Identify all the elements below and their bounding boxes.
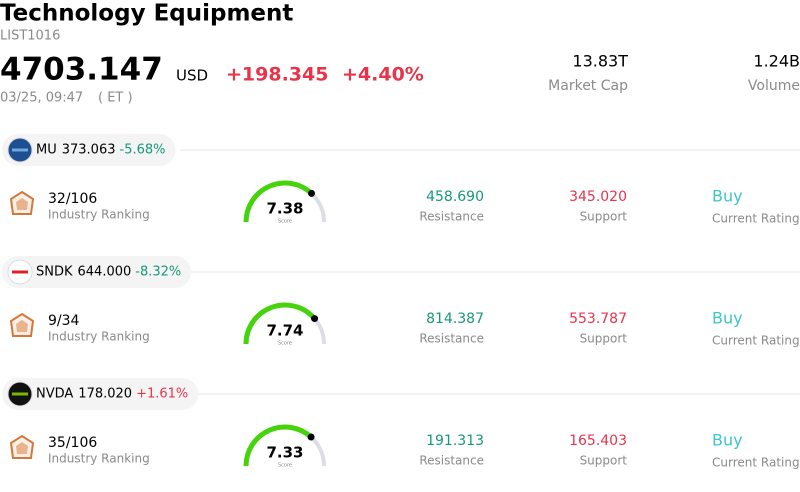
support: 345.020 (569, 189, 627, 205)
gauge-fill (243, 302, 317, 345)
rating-label: Current Rating (712, 334, 800, 348)
score: 7.74 (266, 322, 303, 340)
resistance: 191.313 (426, 433, 484, 449)
volume: 1.24B (753, 52, 800, 71)
timezone: ( ET ) (98, 91, 133, 106)
stock-pill (2, 134, 176, 166)
ranking-icon-inner (16, 442, 28, 454)
ranking-label: Industry Ranking (48, 208, 150, 222)
rating-label: Current Rating (712, 212, 800, 226)
stock-price: 178.020 (78, 387, 132, 402)
score: 7.38 (266, 200, 303, 218)
ranking: 9/34 (48, 313, 80, 329)
stock-change: +1.61% (136, 387, 188, 402)
stock-price: 373.063 (62, 143, 116, 158)
ticker: NVDA (36, 387, 73, 402)
support-label: Support (580, 332, 628, 346)
resistance-label: Resistance (419, 454, 484, 468)
score-label: Score (278, 341, 292, 347)
stock-change: -8.32% (135, 265, 181, 280)
ranking-icon-inner (16, 320, 28, 332)
gauge-fill (243, 180, 314, 223)
ticker: MU (36, 143, 57, 158)
resistance-label: Resistance (419, 210, 484, 224)
resistance: 458.690 (426, 189, 484, 205)
support: 553.787 (569, 311, 627, 327)
score-label: Score (278, 219, 292, 225)
code: LIST1016 (0, 29, 60, 44)
ranking-icon-inner (16, 198, 28, 210)
change: +198.345 (226, 64, 328, 86)
resistance: 814.387 (426, 311, 484, 327)
ranking-label: Industry Ranking (48, 452, 150, 466)
rating: Buy (712, 187, 743, 206)
gauge-fill (243, 424, 313, 467)
ranking-label: Industry Ranking (48, 330, 150, 344)
price: 4703.147 (0, 52, 163, 88)
ranking: 35/106 (48, 435, 97, 451)
stock-price: 644.000 (78, 265, 132, 280)
gauge-dot (311, 315, 319, 323)
title: Technology Equipment (0, 1, 293, 27)
rating: Buy (712, 431, 743, 450)
logo-mark (12, 270, 28, 274)
support-label: Support (580, 210, 628, 224)
stock-change: -5.68% (120, 143, 166, 158)
market-cap: 13.83T (572, 52, 628, 71)
support: 165.403 (569, 433, 627, 449)
resistance-label: Resistance (419, 332, 484, 346)
change-pct: +4.40% (342, 64, 424, 86)
rating: Buy (712, 309, 743, 328)
stock-pill (2, 378, 199, 410)
score: 7.33 (266, 444, 303, 462)
logo-mark (12, 392, 28, 396)
gauge-dot (307, 433, 315, 441)
ranking: 32/106 (48, 191, 97, 207)
rating-label: Current Rating (712, 456, 800, 470)
time: 03/25, 09:47 (0, 91, 83, 106)
score-label: Score (278, 463, 292, 469)
support-label: Support (580, 454, 628, 468)
market-cap-label: Market Cap (548, 78, 628, 94)
gauge-dot (308, 189, 316, 197)
volume-label: Volume (748, 78, 800, 94)
currency: USD (176, 67, 208, 85)
ticker: SNDK (36, 265, 73, 280)
logo-mark (12, 148, 28, 152)
stock-pill (2, 256, 192, 288)
